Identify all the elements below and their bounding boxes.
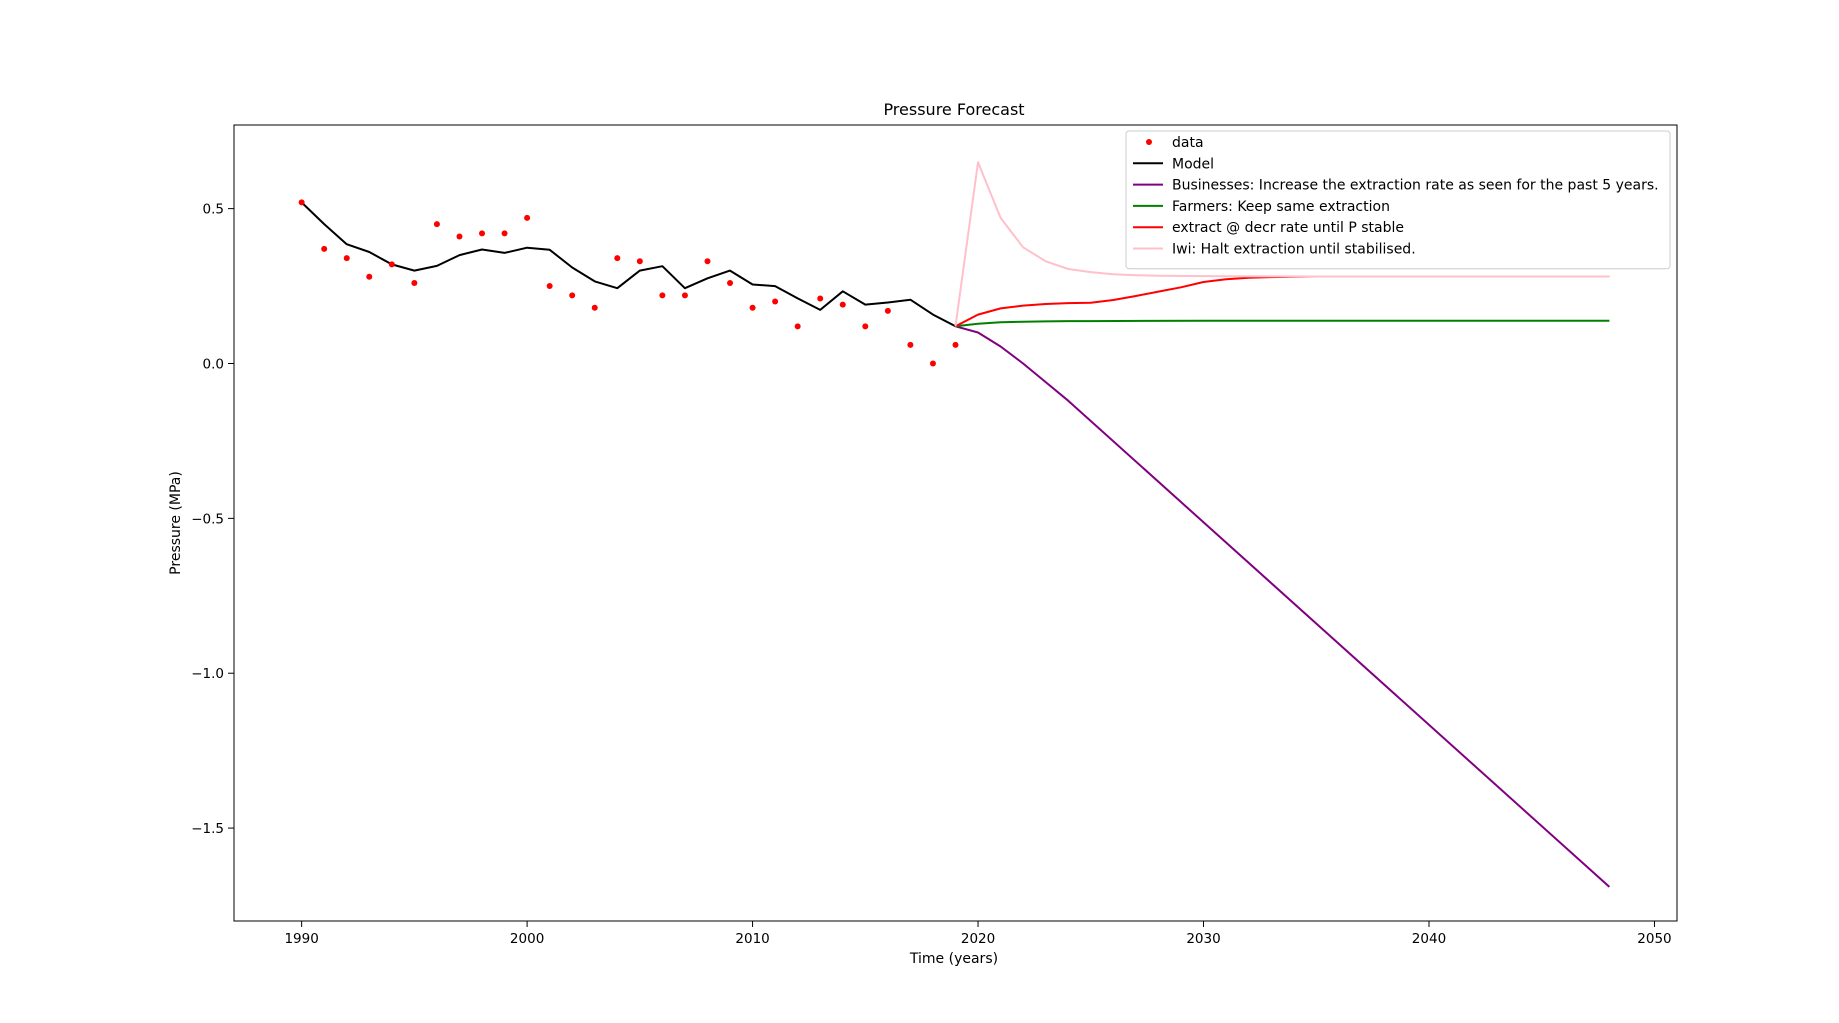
y-axis-ticks: 0.5 0.0 −0.5 −1.0 −1.5 [191,202,234,837]
y-axis-label: Pressure (MPa) [168,471,184,575]
data-point [411,279,418,286]
data-point [952,341,959,348]
data-point [907,341,914,348]
data-point [772,298,779,305]
series-1-line [300,201,956,328]
data-point [727,279,734,286]
series-5-line [954,161,1610,327]
legend-item: Businesses: Increase the extraction rate… [1133,178,1659,194]
series-0-points [298,199,959,367]
x-tick-label: 1990 [284,931,318,947]
legend: data Model Businesses: Increase the extrac… [1125,130,1671,270]
data-point [501,230,508,237]
legend-label: Model [1172,156,1214,172]
data-point [343,255,350,262]
x-tick-label: 2020 [961,931,995,947]
data-point [524,214,531,221]
data-point [839,301,846,308]
data-point [614,255,621,262]
plot-frame [233,124,1678,922]
x-axis-label: Time (years) [909,951,998,967]
legend-item: Model [1133,156,1214,172]
data-point [456,233,463,240]
legend-item: extract @ decr rate until P stable [1133,220,1404,236]
chart-title: Pressure Forecast [883,100,1024,119]
data-point [569,292,576,299]
y-tick-label: −1.5 [191,821,224,837]
data-point [817,295,824,302]
legend-label: data [1172,135,1204,151]
legend-item: Iwi: Halt extraction until stabilised. [1133,242,1416,258]
series-2-line [955,325,1611,888]
legend-box [1125,130,1671,270]
data-point [659,292,666,299]
x-axis-ticks: 1990 2000 2010 2020 2030 2040 2050 [284,921,1672,947]
legend-label: extract @ decr rate until P stable [1172,220,1404,236]
data-point [298,199,305,206]
data-point [366,273,373,280]
x-tick-label: 2010 [735,931,769,947]
data-point [479,230,486,237]
legend-item: data [1146,135,1204,151]
data-point [681,292,688,299]
legend-label: Farmers: Keep same extraction [1172,199,1390,215]
data-point [591,304,598,311]
data-point [636,258,643,265]
y-tick-label: 0.5 [203,202,224,218]
y-tick-label: −1.0 [191,666,224,682]
data-point [794,323,801,330]
data-point [546,283,553,290]
data-point [749,304,756,311]
series-3-line [955,319,1610,328]
data-point [321,245,328,252]
x-tick-label: 2050 [1637,931,1671,947]
legend-label: Businesses: Increase the extraction rate… [1172,178,1659,194]
data-point [862,323,869,330]
series-4-line [955,275,1610,328]
legend-label: Iwi: Halt extraction until stabilised. [1172,242,1416,258]
legend-marker [1146,139,1152,145]
data-point [704,258,711,265]
x-tick-label: 2000 [510,931,544,947]
y-tick-label: 0.0 [203,356,224,372]
x-tick-label: 2030 [1186,931,1220,947]
data-point [388,261,395,268]
data-point [433,221,440,228]
plot-area [298,161,1611,888]
legend-item: Farmers: Keep same extraction [1133,199,1390,215]
data-point [929,360,936,367]
y-tick-label: −0.5 [191,511,224,527]
data-point [884,307,891,314]
x-tick-label: 2040 [1412,931,1446,947]
